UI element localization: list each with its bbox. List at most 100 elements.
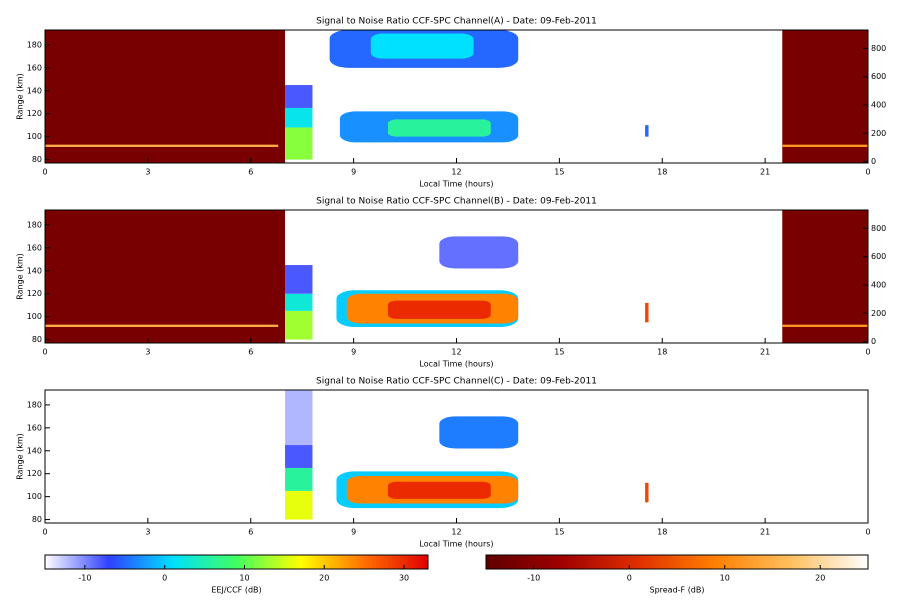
- heatmap-cell: [782, 30, 868, 163]
- y-tick-label: 120: [27, 289, 42, 298]
- colorbar-tick-label: -10: [527, 574, 540, 583]
- y2-tick-label: 800: [871, 44, 886, 53]
- y-tick-label: 120: [27, 469, 42, 478]
- x-tick-label: 9: [351, 528, 356, 537]
- y-tick-label: 160: [27, 423, 42, 432]
- heatmap-cell: [45, 30, 286, 163]
- y-tick-label: 80: [32, 335, 42, 344]
- x-axis-label: Local Time (hours): [419, 540, 493, 549]
- x-tick-label: 6: [248, 168, 253, 177]
- heatmap-cell: [285, 445, 313, 468]
- x-tick-label: 0: [865, 348, 870, 357]
- colorbar-label: Spread-F (dB): [649, 586, 704, 595]
- x-tick-label: 3: [145, 528, 150, 537]
- x-tick-label: 3: [145, 168, 150, 177]
- x-tick-label: 12: [451, 168, 461, 177]
- y-tick-label: 100: [27, 492, 42, 501]
- x-tick-label: 21: [760, 348, 770, 357]
- colorbar-tick-label: 0: [162, 574, 167, 583]
- x-tick-label: 18: [657, 528, 667, 537]
- heatmap-cell: [645, 302, 649, 323]
- colorbar-tick-label: 30: [399, 574, 409, 583]
- heatmap-cell: [387, 481, 491, 499]
- heatmap-cell: [45, 324, 279, 327]
- x-tick-label: 6: [248, 348, 253, 357]
- x-tick-label: 12: [451, 348, 461, 357]
- y-tick-label: 160: [27, 243, 42, 252]
- x-tick-label: 0: [865, 528, 870, 537]
- x-tick-label: 15: [554, 348, 564, 357]
- x-axis-label: Local Time (hours): [419, 180, 493, 189]
- colorbar: [485, 554, 869, 570]
- x-tick-label: 15: [554, 528, 564, 537]
- x-tick-label: 9: [351, 168, 356, 177]
- heatmap-cell: [645, 125, 649, 137]
- x-tick-label: 18: [657, 168, 667, 177]
- x-tick-label: 6: [248, 528, 253, 537]
- y-axis-label: Range (km): [16, 73, 25, 120]
- x-tick-label: 9: [351, 348, 356, 357]
- heatmap-cell: [285, 467, 313, 491]
- y-tick-label: 80: [32, 515, 42, 524]
- x-tick-label: 15: [554, 168, 564, 177]
- y-axis-label: Range (km): [16, 253, 25, 300]
- heatmap-cell: [782, 324, 868, 327]
- y2-tick-label: 0: [871, 337, 876, 346]
- x-tick-label: 18: [657, 348, 667, 357]
- x-tick-label: 0: [42, 528, 47, 537]
- x-tick-label: 3: [145, 348, 150, 357]
- heatmap-cell: [439, 236, 519, 269]
- heatmap-cell: [370, 33, 474, 59]
- heatmap-cell: [285, 85, 313, 108]
- colorbar-tick-label: 20: [319, 574, 329, 583]
- y-tick-label: 180: [27, 400, 42, 409]
- y-tick-label: 100: [27, 132, 42, 141]
- heatmap-cell: [285, 127, 313, 160]
- y2-tick-label: 400: [871, 100, 886, 109]
- heatmap-cell: [285, 490, 313, 520]
- y-tick-label: 140: [27, 446, 42, 455]
- x-tick-label: 0: [42, 168, 47, 177]
- x-tick-label: 21: [760, 528, 770, 537]
- colorbar-tick-label: 10: [239, 574, 249, 583]
- colorbar-tick-label: 0: [627, 574, 632, 583]
- y-tick-label: 120: [27, 109, 42, 118]
- x-tick-label: 12: [451, 528, 461, 537]
- x-tick-label: 0: [42, 348, 47, 357]
- y-tick-label: 80: [32, 155, 42, 164]
- heatmap-cell: [387, 119, 491, 137]
- x-tick-label: 0: [865, 168, 870, 177]
- y2-tick-label: 600: [871, 72, 886, 81]
- y-axis-label: Range (km): [16, 433, 25, 480]
- colorbar-tick-label: -10: [78, 574, 91, 583]
- heatmap-cell: [387, 300, 491, 319]
- y2-tick-label: 200: [871, 129, 886, 138]
- colorbar-tick-label: 20: [815, 574, 825, 583]
- y-tick-label: 180: [27, 40, 42, 49]
- heatmap-cell: [285, 293, 313, 311]
- heatmap-cell: [285, 107, 313, 128]
- y-tick-label: 140: [27, 86, 42, 95]
- x-tick-label: 21: [760, 168, 770, 177]
- chart-title: Signal to Noise Ratio CCF-SPC Channel(B)…: [316, 197, 597, 207]
- y2-tick-label: 800: [871, 224, 886, 233]
- y2-tick-label: 600: [871, 252, 886, 261]
- heatmap-cell: [45, 144, 279, 147]
- heatmap-cell: [285, 310, 313, 340]
- colorbar-tick-label: 10: [720, 574, 730, 583]
- chart-title: Signal to Noise Ratio CCF-SPC Channel(A)…: [316, 17, 597, 27]
- heatmap-cell: [782, 210, 868, 343]
- heatmap-cell: [45, 210, 286, 343]
- heatmap-cell: [285, 390, 313, 446]
- y-tick-label: 100: [27, 312, 42, 321]
- colorbar-label: EEJ/CCF (dB): [211, 586, 261, 595]
- heatmap-cell: [782, 144, 868, 147]
- x-axis-label: Local Time (hours): [419, 360, 493, 369]
- y-tick-label: 180: [27, 220, 42, 229]
- heatmap-cell: [645, 482, 649, 503]
- y2-tick-label: 400: [871, 280, 886, 289]
- y2-tick-label: 200: [871, 309, 886, 318]
- heatmap-cell: [285, 265, 313, 294]
- y-tick-label: 140: [27, 266, 42, 275]
